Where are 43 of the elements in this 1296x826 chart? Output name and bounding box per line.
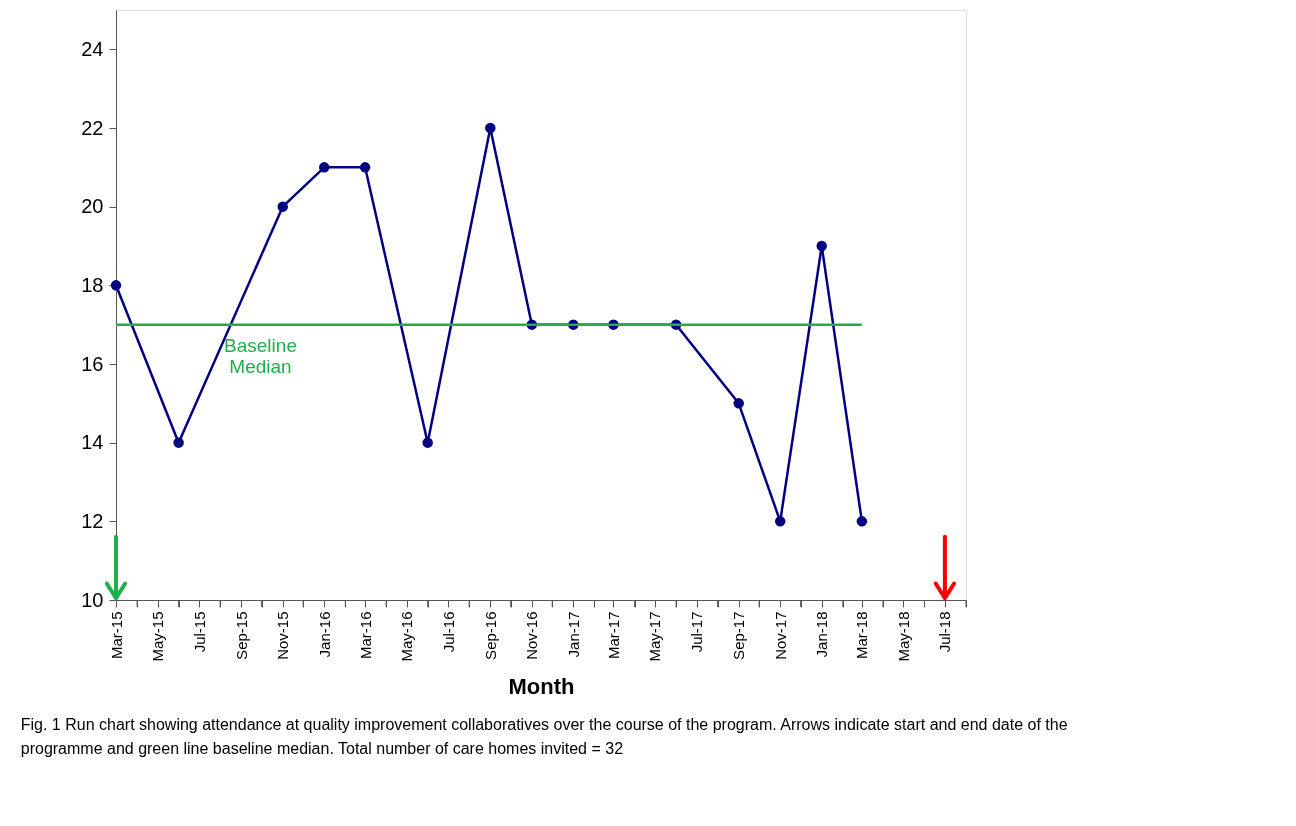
y-tick-label: 16 (81, 352, 104, 375)
x-tick-label: Mar-15 (107, 611, 125, 660)
x-tick-label: May-17 (646, 611, 664, 662)
point (774, 516, 786, 527)
point (173, 437, 184, 448)
x-tick-label: May-16 (398, 611, 416, 662)
point (359, 162, 371, 173)
point (110, 280, 122, 291)
x-axis-title: Month (508, 673, 575, 699)
point (816, 240, 827, 252)
y-tick-label: 22 (81, 116, 104, 139)
x-tick-label: Jan-18 (813, 611, 831, 658)
x-tick-label: Nov-15 (274, 611, 292, 660)
x-tick-label: Sep-15 (232, 611, 250, 660)
x-tick-label: Mar-17 (604, 611, 622, 660)
x-tick-label: Jul-17 (688, 611, 705, 653)
x-tick-label: Sep-17 (730, 611, 748, 660)
point (485, 122, 496, 134)
caption: Fig. 1 Run chart showing attendance at quality improvement collaboratives over the course of the program. Arrows indicate start and end date of the programme and green line baseline median. Total number of care homes invited = 32 (20, 716, 1068, 758)
x-tick-label: Jul-18 (936, 611, 954, 653)
point (422, 437, 433, 448)
point (733, 398, 744, 409)
x-tick-label: Sep-16 (481, 611, 499, 660)
x-tick-label: May-18 (894, 611, 912, 662)
point (319, 162, 330, 173)
y-tick-label: 20 (81, 195, 104, 218)
x-tick-label: Jul-15 (190, 611, 208, 653)
x-tick-label: Jan-16 (315, 611, 333, 658)
y-tick-label: 10 (81, 588, 104, 611)
x-tick-label: Mar-16 (356, 611, 374, 660)
y-tick-label: 18 (81, 273, 104, 296)
x-tick-label: Nov-17 (771, 611, 789, 660)
x-tick-label: Jul-16 (439, 611, 457, 653)
annotation: Baseline Median (224, 334, 297, 377)
y-tick-label: 24 (81, 37, 104, 60)
point (856, 516, 868, 527)
y-tick-label: 12 (81, 509, 104, 532)
y-tick-label: 14 (81, 431, 104, 454)
x-tick-label: May-15 (149, 611, 167, 662)
x-tick-label: Jan-17 (564, 611, 582, 658)
point (277, 201, 288, 212)
x-tick-label: Mar-18 (853, 611, 871, 660)
x-tick-label: Nov-16 (523, 611, 541, 660)
